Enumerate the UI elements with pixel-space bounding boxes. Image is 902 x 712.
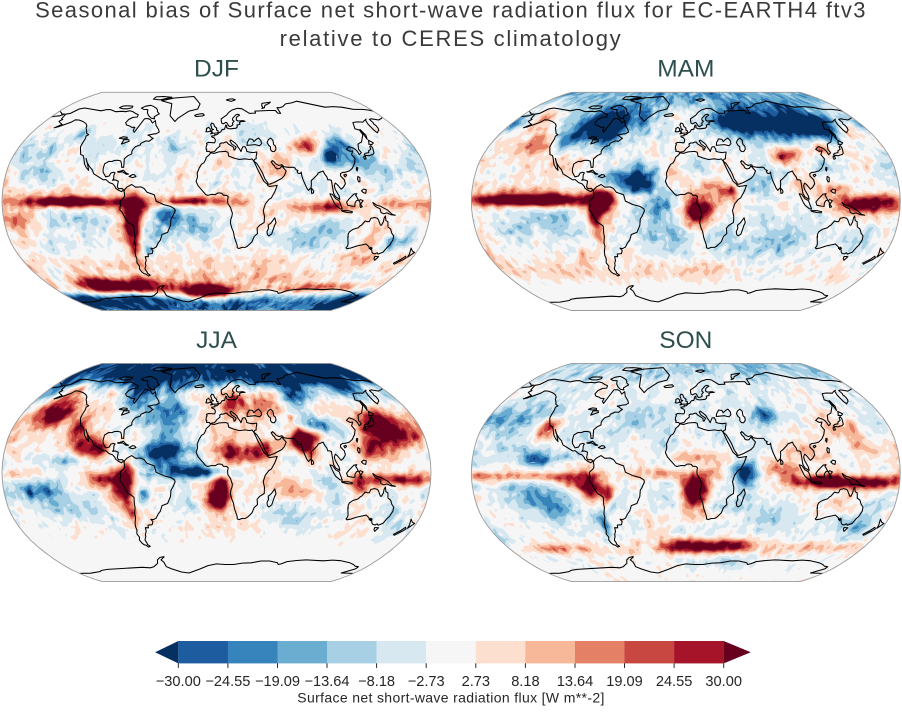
svg-text:−2.73: −2.73 bbox=[408, 674, 445, 690]
svg-text:Surface net short-wave radiati: Surface net short-wave radiation flux [W… bbox=[297, 690, 604, 706]
svg-text:30.00: 30.00 bbox=[705, 674, 742, 690]
svg-text:8.18: 8.18 bbox=[511, 674, 539, 690]
svg-text:−24.55: −24.55 bbox=[205, 674, 250, 690]
svg-text:−30.00: −30.00 bbox=[156, 674, 201, 690]
svg-text:SON: SON bbox=[659, 327, 712, 354]
svg-text:−8.18: −8.18 bbox=[358, 674, 395, 690]
svg-text:JJA: JJA bbox=[196, 327, 238, 354]
svg-text:MAM: MAM bbox=[657, 56, 714, 83]
svg-text:19.09: 19.09 bbox=[606, 674, 643, 690]
svg-text:−19.09: −19.09 bbox=[255, 674, 300, 690]
svg-text:Seasonal bias of Surface net s: Seasonal bias of Surface net short-wave … bbox=[35, 0, 867, 23]
svg-text:−13.64: −13.64 bbox=[304, 674, 349, 690]
svg-text:DJF: DJF bbox=[194, 56, 239, 83]
svg-text:relative to CERES climatology: relative to CERES climatology bbox=[280, 26, 623, 51]
svg-text:13.64: 13.64 bbox=[557, 674, 594, 690]
svg-text:24.55: 24.55 bbox=[656, 674, 693, 690]
svg-text:2.73: 2.73 bbox=[462, 674, 490, 690]
